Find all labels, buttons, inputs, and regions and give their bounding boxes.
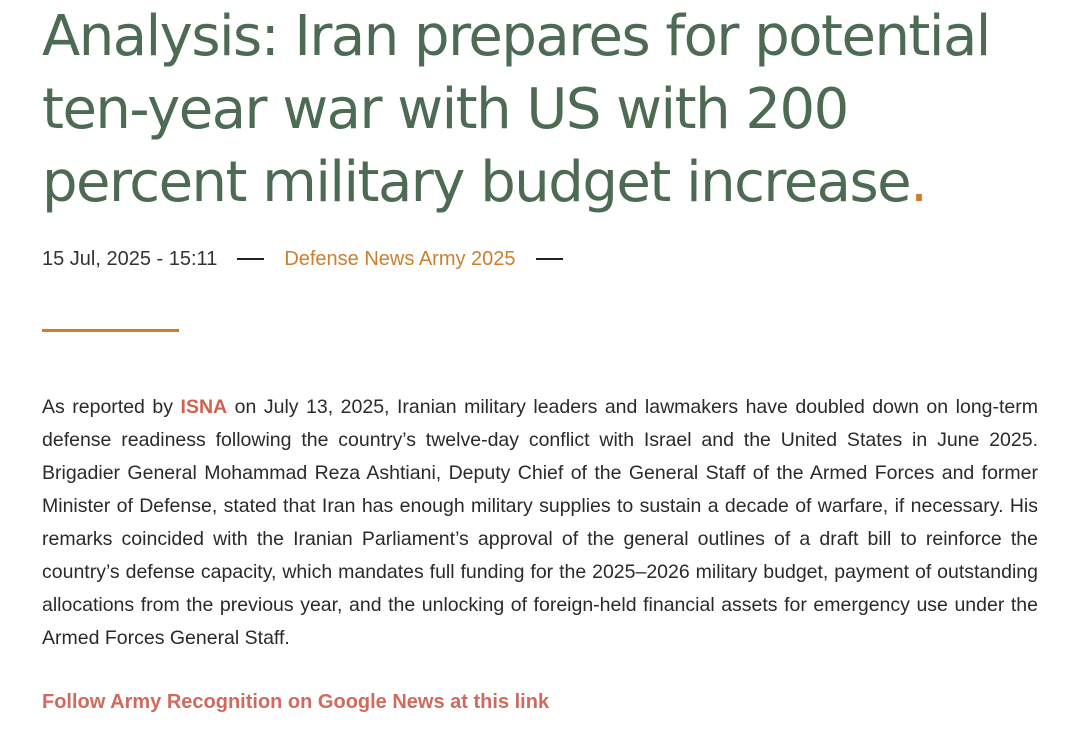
source-link-isna[interactable]: ISNA xyxy=(180,396,228,418)
body-intro: As reported by xyxy=(42,396,181,418)
category-link[interactable]: Defense News Army 2025 xyxy=(284,247,516,270)
article-meta: 15 Jul, 2025 - 15:11 Defense News Army 2… xyxy=(42,244,563,274)
publish-date: 15 Jul, 2025 - 15:11 xyxy=(42,247,218,270)
meta-divider xyxy=(535,258,563,260)
headline-accent-dot: . xyxy=(910,150,928,215)
article-body: As reported by ISNA on July 13, 2025, Ir… xyxy=(42,391,1038,655)
section-separator xyxy=(42,329,179,332)
meta-divider xyxy=(237,258,265,260)
google-news-follow-link[interactable]: Follow Army Recognition on Google News a… xyxy=(42,691,550,713)
headline-text: Analysis: Iran prepares for potential te… xyxy=(42,4,991,215)
article-headline: Analysis: Iran prepares for potential te… xyxy=(42,0,1042,219)
body-paragraph: on July 13, 2025, Iranian military leade… xyxy=(42,396,1038,649)
